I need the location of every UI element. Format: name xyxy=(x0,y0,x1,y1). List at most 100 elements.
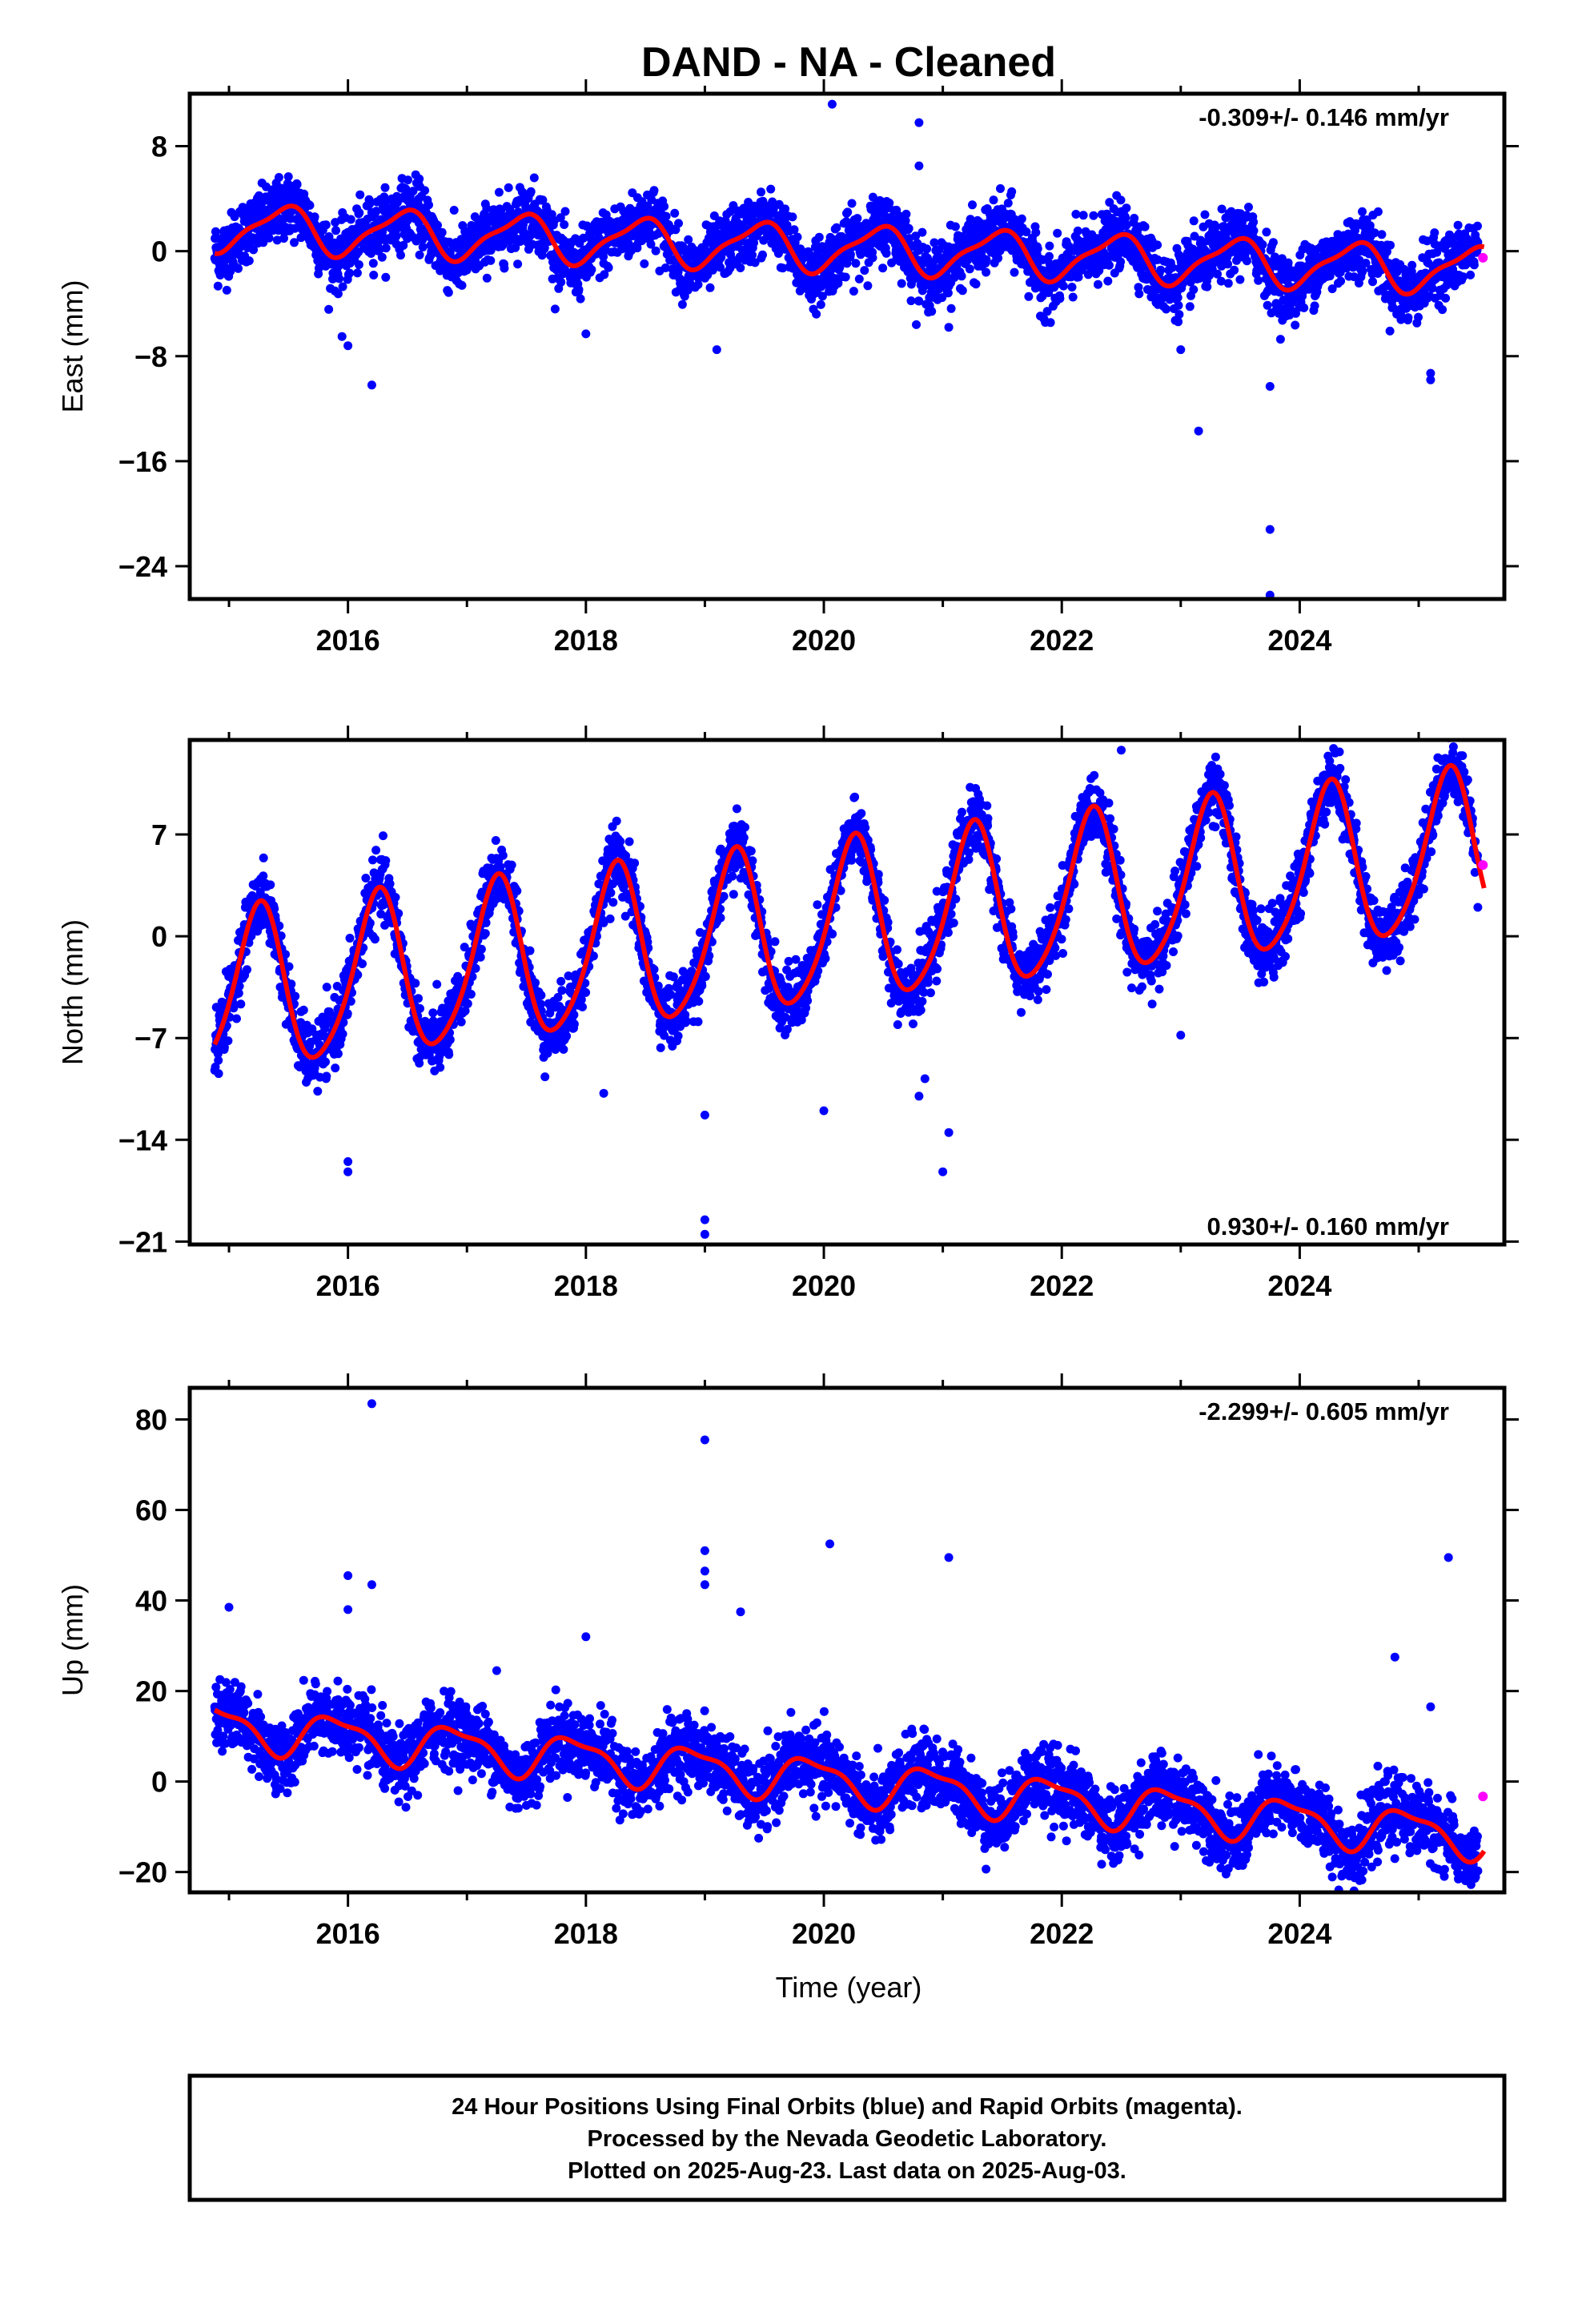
data-point xyxy=(1327,284,1337,294)
data-point xyxy=(1140,222,1150,231)
data-point xyxy=(1213,269,1222,279)
data-point xyxy=(693,279,703,289)
data-point xyxy=(684,235,693,244)
data-point xyxy=(897,279,906,288)
data-point xyxy=(881,248,891,258)
data-point xyxy=(1396,312,1406,321)
data-point xyxy=(1291,320,1300,330)
data-point xyxy=(1385,326,1395,336)
data-point xyxy=(416,1003,424,1013)
data-point xyxy=(321,220,331,230)
data-point xyxy=(283,172,293,182)
data-point xyxy=(582,221,592,231)
data-point xyxy=(989,195,998,205)
data-point xyxy=(1189,285,1199,295)
data-point xyxy=(1355,255,1364,265)
data-point xyxy=(705,283,715,292)
data-point xyxy=(368,855,377,865)
data-point xyxy=(352,268,362,278)
data-point xyxy=(1310,301,1319,311)
data-point xyxy=(471,963,480,973)
data-point xyxy=(1173,293,1182,303)
data-point xyxy=(1473,221,1482,231)
data-point xyxy=(232,1014,241,1023)
data-point xyxy=(930,238,939,247)
data-point xyxy=(444,287,453,297)
data-point xyxy=(853,214,862,223)
data-point xyxy=(982,255,991,264)
data-point xyxy=(1174,300,1183,310)
data-point xyxy=(411,979,420,988)
x-tick-label: 2018 xyxy=(554,624,618,657)
data-point xyxy=(914,296,924,306)
data-point xyxy=(971,279,981,289)
data-point xyxy=(1053,228,1062,238)
outlier-point xyxy=(712,345,721,355)
data-point xyxy=(391,893,400,902)
data-point xyxy=(498,850,508,860)
data-point xyxy=(223,1036,233,1046)
data-point xyxy=(313,1087,323,1096)
data-point xyxy=(968,200,977,210)
data-point xyxy=(1414,312,1423,322)
data-point xyxy=(1211,222,1220,231)
data-point xyxy=(322,1072,331,1081)
data-point xyxy=(335,274,344,283)
data-point xyxy=(370,935,379,944)
outlier-point xyxy=(1426,368,1435,378)
data-point xyxy=(391,231,401,241)
outlier-point xyxy=(914,118,924,127)
x-tick-label: 2024 xyxy=(1267,624,1331,657)
outlier-point xyxy=(1265,525,1275,534)
data-point xyxy=(404,175,412,185)
data-point xyxy=(1174,317,1183,327)
data-point xyxy=(449,206,459,215)
data-point xyxy=(1017,214,1026,223)
data-point xyxy=(1441,293,1451,303)
data-point xyxy=(843,207,853,217)
data-point xyxy=(766,184,776,194)
data-point xyxy=(445,1035,455,1044)
data-point xyxy=(1189,216,1199,226)
data-point xyxy=(482,203,492,213)
data-point xyxy=(234,263,243,273)
data-point xyxy=(912,320,921,329)
data-point xyxy=(275,921,284,931)
data-point xyxy=(1203,282,1212,292)
data-point xyxy=(1045,241,1054,251)
data-point xyxy=(526,187,536,196)
data-point xyxy=(1275,335,1285,344)
data-point xyxy=(1162,304,1171,314)
data-point xyxy=(749,238,758,247)
outlier-point xyxy=(944,323,954,332)
data-point xyxy=(1156,265,1166,275)
data-point xyxy=(322,983,331,992)
data-point xyxy=(1453,220,1463,230)
data-point xyxy=(1469,260,1479,270)
data-point xyxy=(428,1008,438,1018)
data-point xyxy=(343,1009,352,1019)
data-point xyxy=(817,292,827,301)
data-point xyxy=(906,296,916,306)
y-tick-label: 0 xyxy=(151,235,167,268)
data-point xyxy=(234,988,243,998)
data-point xyxy=(255,191,263,200)
data-point xyxy=(432,979,442,989)
data-point xyxy=(235,981,244,991)
data-point xyxy=(816,300,825,309)
data-point xyxy=(878,263,888,273)
data-point xyxy=(436,1063,445,1072)
data-point xyxy=(211,1062,220,1072)
data-point xyxy=(1349,272,1359,282)
data-point xyxy=(433,220,442,230)
data-point xyxy=(1283,258,1293,267)
data-point xyxy=(358,959,367,968)
y-tick-label: −16 xyxy=(118,445,167,478)
data-point xyxy=(556,277,566,287)
data-point xyxy=(354,260,363,269)
data-point xyxy=(768,197,777,207)
data-point xyxy=(504,183,513,192)
y-tick-label: −8 xyxy=(135,340,167,373)
data-point xyxy=(540,1072,550,1082)
